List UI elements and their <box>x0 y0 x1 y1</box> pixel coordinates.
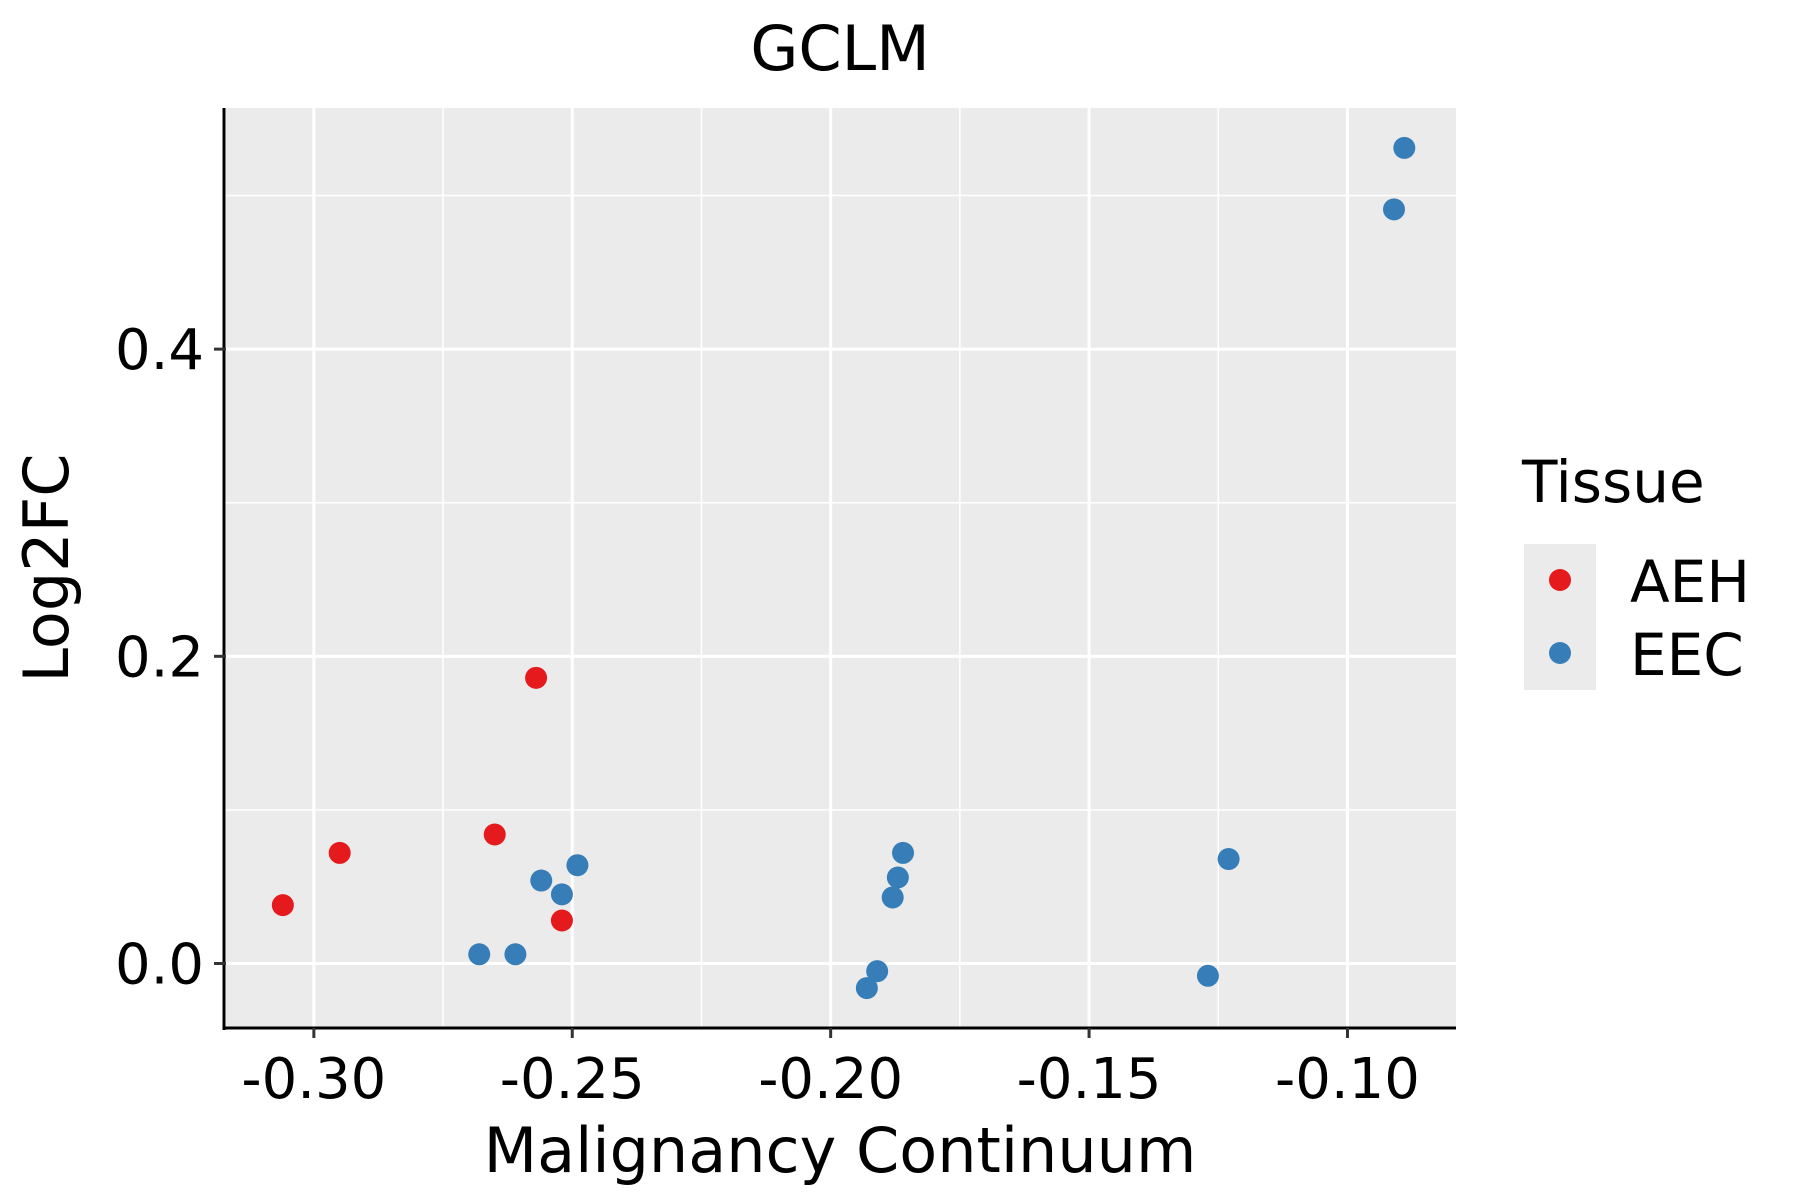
x-axis-title: Malignancy Continuum <box>484 1114 1197 1187</box>
legend-title: Tissue <box>1521 448 1705 516</box>
x-tick-label: -0.15 <box>1017 1047 1162 1112</box>
x-tick-label: -0.20 <box>758 1047 903 1112</box>
legend-label-aeh: AEH <box>1630 548 1750 616</box>
data-point-eec <box>1217 848 1240 871</box>
data-point-eec <box>1393 136 1416 159</box>
data-point-aeh <box>483 823 506 846</box>
y-axis-ticks: 0.0 0.2 0.4 <box>115 318 226 997</box>
x-axis-ticks: -0.30 -0.25 -0.20 -0.15 -0.10 <box>241 1028 1420 1112</box>
legend-label-eec: EEC <box>1630 621 1744 689</box>
data-point-eec <box>1196 964 1219 987</box>
data-points <box>271 136 1416 1000</box>
y-tick-label: 0.4 <box>115 318 204 383</box>
y-tick-label: 0.2 <box>115 625 204 690</box>
data-point-eec <box>886 866 909 889</box>
data-point-aeh <box>271 894 294 917</box>
legend: Tissue AEH EEC <box>1521 448 1750 690</box>
legend-key-background <box>1524 544 1596 690</box>
legend-key-eec <box>1549 642 1571 664</box>
data-point-eec <box>881 886 904 909</box>
plot-panel <box>226 108 1456 1028</box>
grid-major <box>226 108 1456 1028</box>
data-point-aeh <box>525 666 548 689</box>
data-point-eec <box>550 883 573 906</box>
data-point-aeh <box>550 909 573 932</box>
data-point-aeh <box>328 841 351 864</box>
data-point-eec <box>892 841 915 864</box>
y-tick-label: 0.0 <box>115 932 204 997</box>
legend-key-aeh <box>1549 569 1571 591</box>
x-tick-label: -0.30 <box>241 1047 386 1112</box>
x-tick-label: -0.25 <box>500 1047 645 1112</box>
data-point-eec <box>855 977 878 1000</box>
data-point-eec <box>504 943 527 966</box>
chart-title: GCLM <box>750 12 929 85</box>
grid-minor <box>226 108 1456 1028</box>
data-point-eec <box>530 869 553 892</box>
y-axis-title: Log2FC <box>10 453 83 682</box>
data-point-eec <box>866 960 889 983</box>
x-tick-label: -0.10 <box>1275 1047 1420 1112</box>
data-point-eec <box>566 854 589 877</box>
data-point-eec <box>1382 198 1405 221</box>
data-point-eec <box>468 943 491 966</box>
